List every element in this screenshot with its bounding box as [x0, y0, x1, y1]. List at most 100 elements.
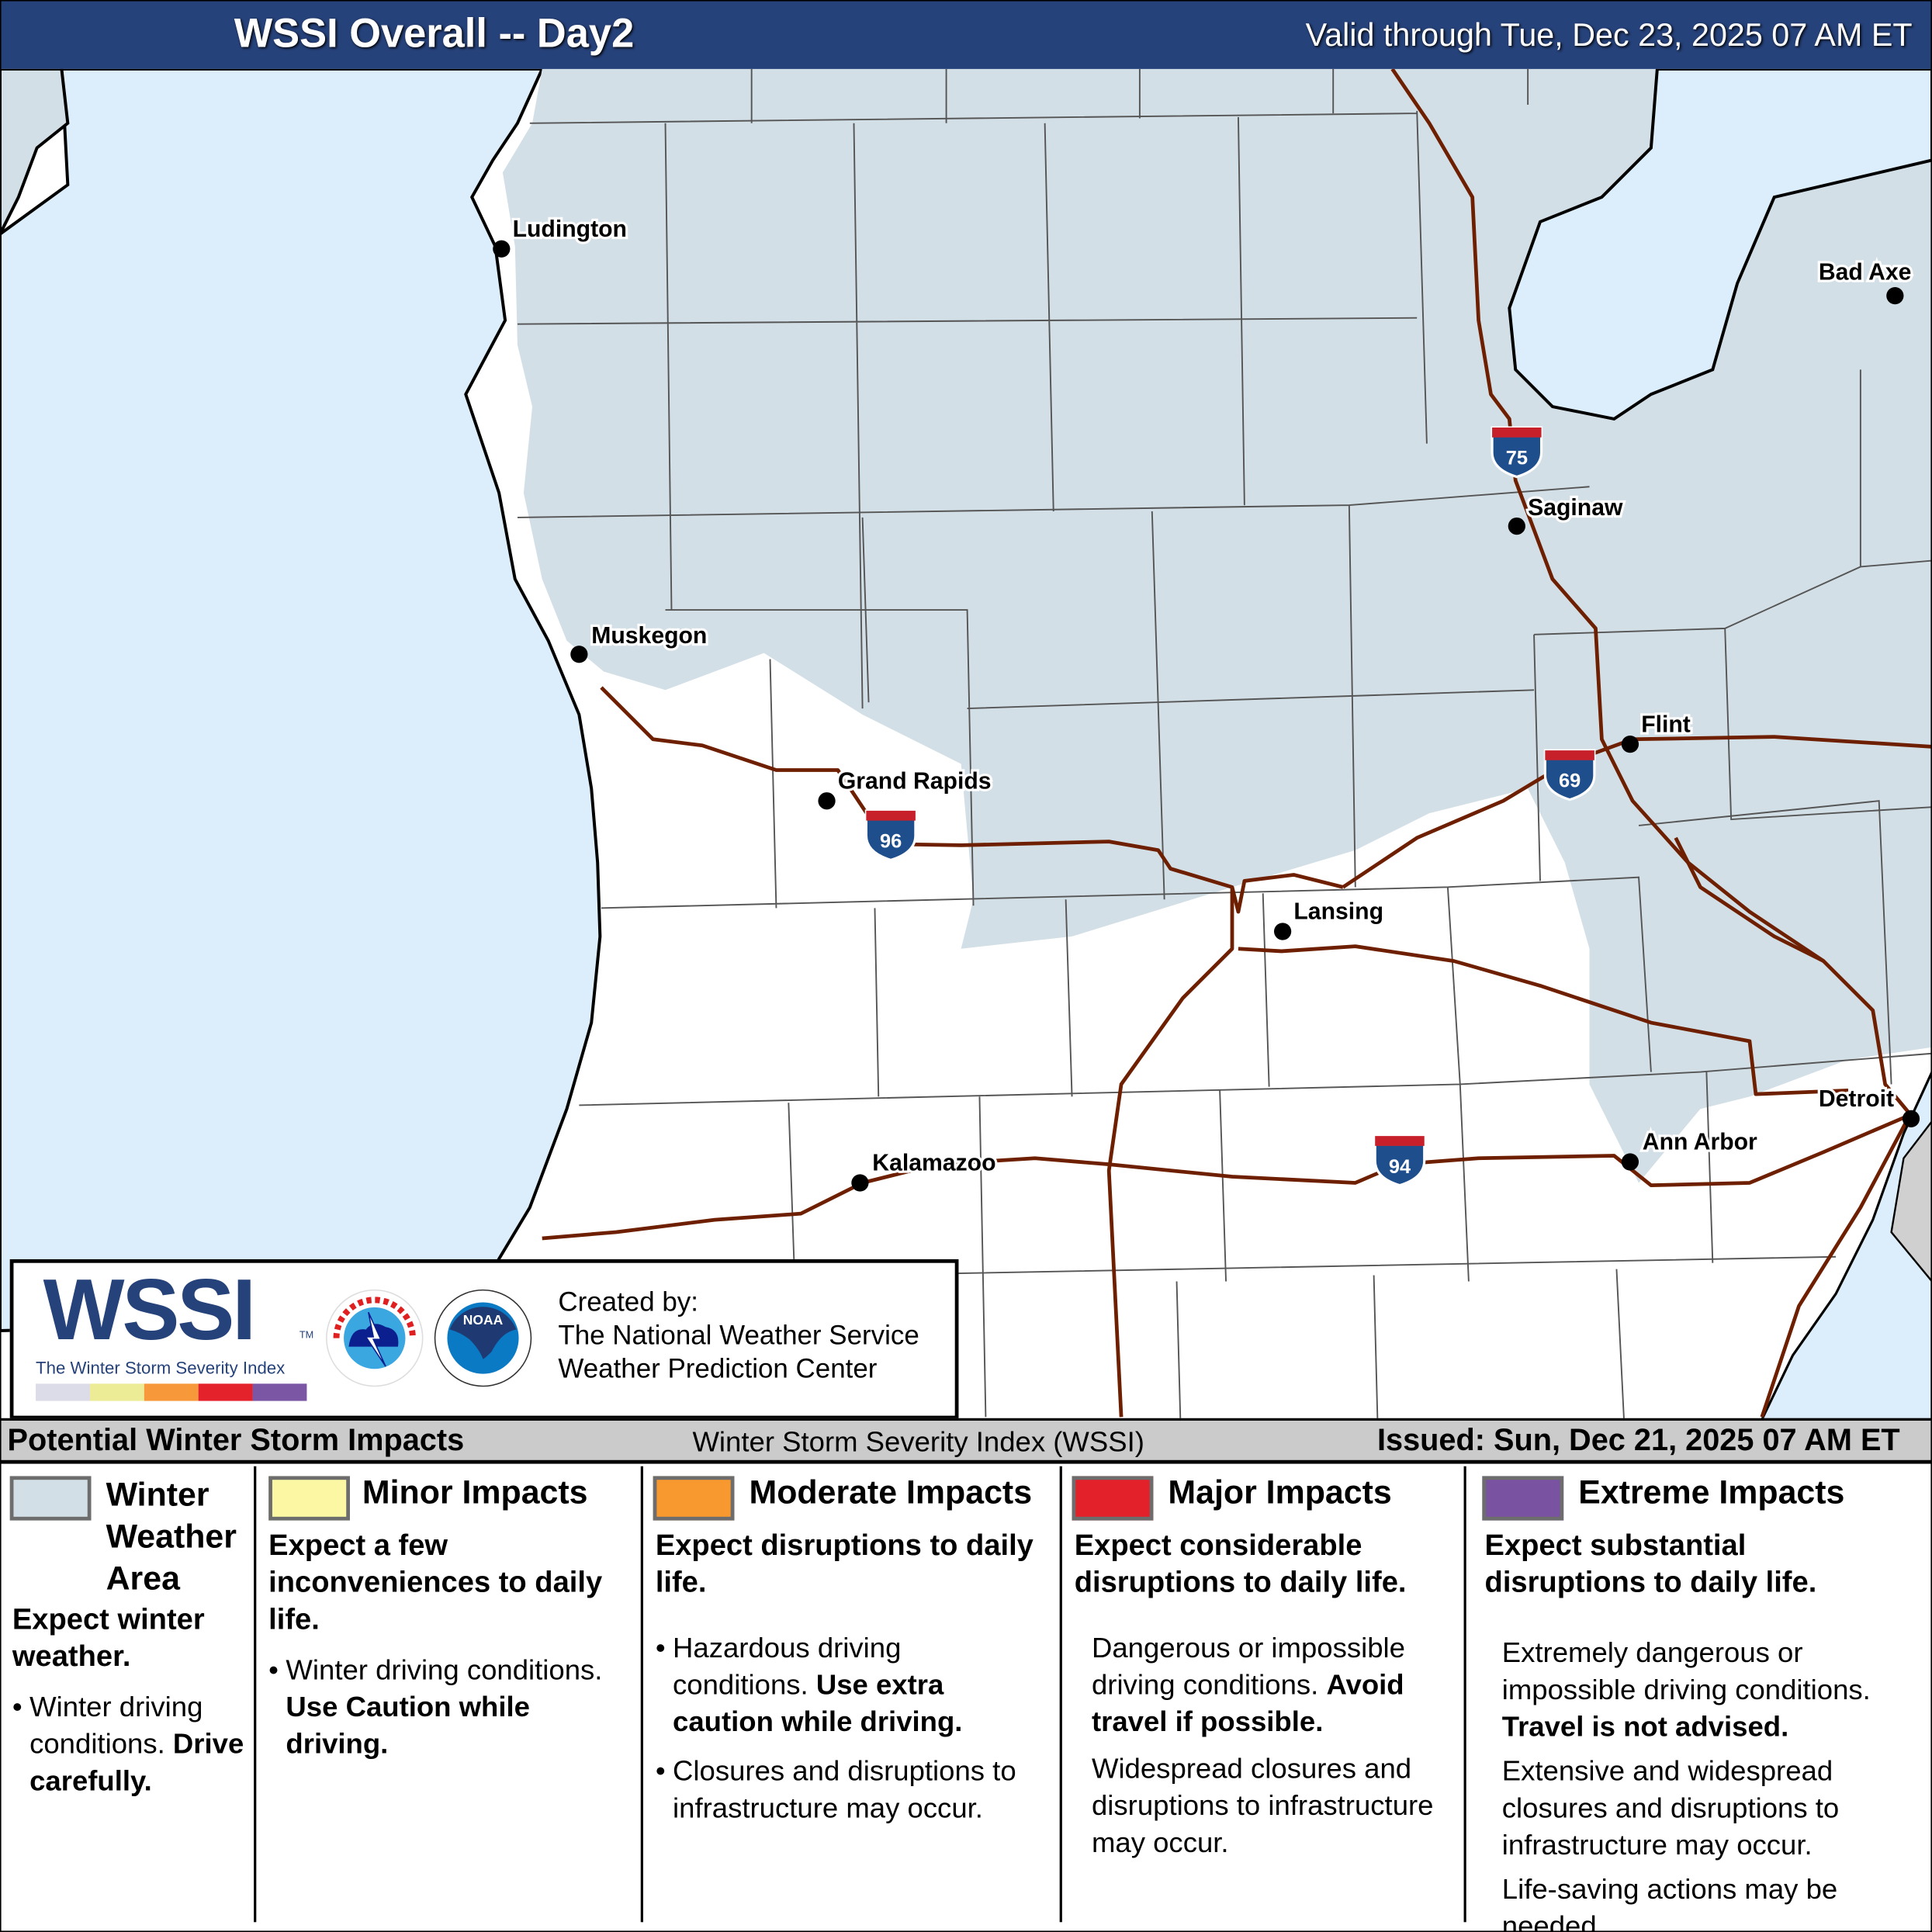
category-label: Major Impacts: [1168, 1473, 1392, 1511]
legend-divider: [1463, 1466, 1466, 1923]
text-bold: Avoid travel if possible.: [1091, 1668, 1404, 1738]
svg-text:69: 69: [1559, 770, 1581, 792]
svg-text:Saginaw: Saginaw: [1528, 495, 1623, 521]
shield-i94-icon: 94: [1373, 1134, 1426, 1187]
legend-title-bar: Potential Winter Storm Impacts Winter St…: [0, 1418, 1932, 1464]
swatch-extreme: [1482, 1476, 1564, 1521]
svg-text:Lansing: Lansing: [1293, 899, 1383, 925]
bullet-bold-text: Use Caution while driving.: [286, 1690, 530, 1760]
credit-nws: The National Weather Service: [558, 1319, 919, 1351]
shield-i75-icon: 75: [1491, 426, 1543, 479]
bullet-bold-text: Drive carefully.: [29, 1727, 244, 1797]
category-bullet: Closures and disruptions to infrastructu…: [656, 1752, 1044, 1826]
map: Ludington Bad Axe Saginaw Muskegon Flint…: [0, 68, 1932, 1420]
legend-extreme-impacts: Extreme Impacts Expect substantial disru…: [1482, 1466, 1926, 1932]
legend-index-name: Winter Storm Severity Index (WSSI): [692, 1425, 1144, 1458]
category-text: Extensive and widespread closures and di…: [1501, 1754, 1840, 1861]
category-label: Moderate Impacts: [749, 1473, 1033, 1511]
text-plain: Dangerous or impossible driving conditio…: [1091, 1631, 1405, 1701]
swatch-minor: [268, 1476, 350, 1521]
shield-i96-icon: 96: [864, 809, 917, 862]
city-grand-rapids[interactable]: Grand Rapids: [818, 766, 994, 810]
text-bold: Travel is not advised.: [1501, 1710, 1789, 1743]
city-kalamazoo[interactable]: Kalamazoo: [851, 1148, 999, 1192]
wssi-trademark: TM: [299, 1329, 314, 1341]
road-us127: [1106, 887, 1234, 1418]
scale-swatch-major: [198, 1383, 253, 1401]
interstate-roads: [542, 68, 1932, 1418]
text-plain: Extremely dangerous or impossible drivin…: [1501, 1636, 1871, 1705]
city-bad-axe[interactable]: Bad Axe: [1816, 257, 1914, 305]
scale-swatch-moderate: [144, 1383, 199, 1401]
bullet-text: Winter driving conditions.: [29, 1690, 203, 1760]
city-saginaw[interactable]: Saginaw: [1508, 493, 1626, 535]
svg-text:Bad Axe: Bad Axe: [1819, 259, 1912, 285]
bullet-text: Winter driving conditions.: [286, 1653, 603, 1686]
winter-weather-area: [502, 68, 1932, 1183]
city-detroit[interactable]: Detroit: [1816, 1084, 1920, 1128]
category-text: Life-saving actions may be needed.: [1501, 1872, 1838, 1932]
category-label-line: Weather: [106, 1518, 237, 1556]
shield-i69-icon: 69: [1543, 749, 1596, 802]
category-label-line: Winter: [106, 1476, 209, 1514]
legend-winter-weather-area: Winter Weather Area Expect winter weathe…: [9, 1466, 254, 1923]
svg-text:Flint: Flint: [1641, 712, 1691, 737]
category-bullet: Winter driving conditions. Use Caution w…: [268, 1651, 635, 1762]
road-i96-west: [600, 686, 1344, 914]
swatch-major: [1072, 1476, 1154, 1521]
svg-text:Muskegon: Muskegon: [591, 623, 707, 649]
legend-title: Potential Winter Storm Impacts: [7, 1423, 465, 1458]
scale-swatch-winter: [36, 1383, 90, 1401]
swatch-moderate: [653, 1476, 735, 1521]
category-label: Winter Weather Area: [106, 1473, 237, 1599]
legend-divider: [254, 1466, 257, 1923]
svg-text:Grand Rapids: Grand Rapids: [838, 768, 992, 794]
category-text: Extremely dangerous or impossible drivin…: [1502, 1634, 1923, 1745]
legend-moderate-impacts: Moderate Impacts Expect disruptions to d…: [653, 1466, 1054, 1923]
noaa-logo-icon: NOAA: [434, 1289, 532, 1387]
header-bar: WSSI Overall -- Day2 Valid through Tue, …: [0, 0, 1932, 69]
category-text: Widespread closures and disruptions to i…: [1091, 1752, 1434, 1858]
road-i94: [542, 1113, 1911, 1241]
interstate-shields: 75 96 69 94: [864, 426, 1596, 1187]
scale-swatch-minor: [89, 1383, 144, 1401]
swatch-winter-weather: [9, 1476, 92, 1521]
city-ludington[interactable]: Ludington: [493, 214, 629, 258]
svg-text:Detroit: Detroit: [1819, 1086, 1894, 1112]
category-bullet: Winter driving conditions. Drive careful…: [12, 1688, 247, 1799]
category-label: Extreme Impacts: [1578, 1473, 1845, 1511]
legend-major-impacts: Major Impacts Expect considerable disrup…: [1072, 1466, 1460, 1923]
category-headline: Expect winter weather.: [12, 1602, 205, 1674]
legend-divider: [640, 1466, 643, 1923]
city-flint[interactable]: Flint: [1621, 709, 1693, 753]
road-i75-south: [1760, 1114, 1912, 1418]
category-headline: Expect disruptions to daily life.: [655, 1529, 1034, 1600]
wssi-logo: WSSI: [43, 1262, 257, 1358]
category-headline: Expect considerable disruptions to daily…: [1074, 1529, 1407, 1600]
wisconsin-land: [0, 68, 70, 235]
category-bullet: Hazardous driving conditions. Use extra …: [656, 1629, 1044, 1740]
category-headline: Expect a few inconveniences to daily lif…: [268, 1529, 603, 1636]
svg-text:Ann Arbor: Ann Arbor: [1643, 1130, 1757, 1155]
created-by-label: Created by:: [558, 1286, 698, 1317]
svg-text:Kalamazoo: Kalamazoo: [872, 1151, 995, 1176]
city-muskegon[interactable]: Muskegon: [570, 621, 710, 663]
city-ann-arbor[interactable]: Ann Arbor: [1621, 1127, 1760, 1171]
scale-swatch-extreme: [252, 1383, 307, 1401]
category-label: Minor Impacts: [362, 1473, 588, 1511]
issued-time: Issued: Sun, Dec 21, 2025 07 AM ET: [1376, 1423, 1900, 1458]
bullet-bold-text: Use extra caution while driving.: [673, 1668, 963, 1738]
svg-text:96: 96: [880, 831, 902, 853]
svg-text:Ludington: Ludington: [513, 216, 627, 242]
city-lansing[interactable]: Lansing: [1273, 896, 1386, 940]
cities: Ludington Bad Axe Saginaw Muskegon Flint…: [493, 214, 1920, 1192]
legend-minor-impacts: Minor Impacts Expect a few inconvenience…: [268, 1466, 638, 1923]
road-i75: [1390, 68, 1918, 1123]
lake-michigan: [0, 68, 602, 1333]
wssi-color-scale: [36, 1383, 307, 1401]
svg-text:94: 94: [1389, 1156, 1411, 1178]
county-lines: [517, 68, 1932, 1420]
nws-logo-icon: [326, 1289, 424, 1387]
legend-divider: [1059, 1466, 1062, 1923]
